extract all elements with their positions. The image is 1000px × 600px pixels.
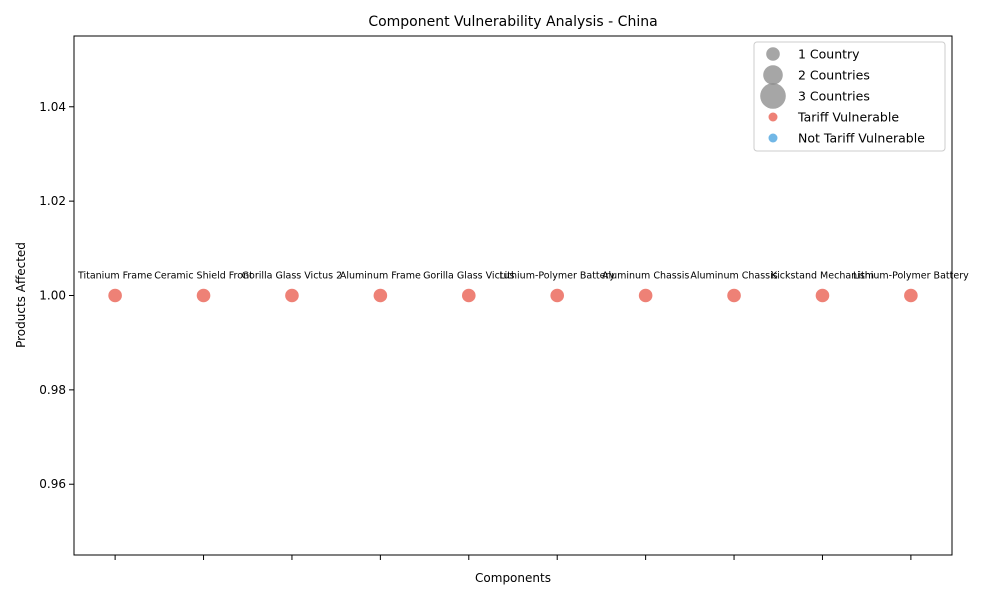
legend-marker-size [763,65,783,85]
point-label: Ceramic Shield Front [154,271,253,282]
point-label: Titanium Frame [77,271,152,282]
y-axis-title: Products Affected [14,242,28,348]
data-point [373,288,388,303]
point-label: Aluminum Frame [340,271,421,282]
plot-frame [73,35,953,556]
data-point [461,288,476,303]
chart-title: Component Vulnerability Analysis - China [368,14,657,30]
legend-label: 2 Countries [798,68,870,83]
legend: 1 Country 2 Countries 3 Countries Tariff Vu… [753,41,946,152]
y-tick-label: 1.02 [39,194,66,208]
point-label: Aluminum Chassis [602,271,689,282]
data-point [108,288,122,303]
data-point [727,288,741,303]
data-point [196,288,211,303]
point-label: Kickstand Mechanism [771,271,874,282]
legend-marker-size [766,47,780,61]
data-point [638,288,653,303]
legend-label: 1 Country [798,47,860,62]
data-point [285,288,299,303]
y-tick-label: 1.00 [39,289,66,303]
plot-area: 0.96 0.98 1.00 1.02 1.04 Titanium Frame Cerami… [39,35,969,560]
point-label: Lithium-Polymer Battery [499,271,615,282]
y-tick-label: 1.04 [39,100,66,114]
point-label: Gorilla Glass Victus [423,271,514,282]
legend-marker-color [768,112,778,122]
point-label: Gorilla Glass Victus 2 [242,271,343,282]
data-point [550,288,565,303]
data-point [904,288,918,303]
x-axis-title: Components [475,571,551,585]
y-tick-label: 0.98 [39,383,66,397]
point-label: Lithium-Polymer Battery [853,271,969,282]
legend-label: Not Tariff Vulnerable [798,131,925,146]
legend-marker-color [768,133,778,143]
data-point [815,288,830,303]
y-tick-label: 0.96 [39,477,66,491]
legend-box [753,41,946,152]
legend-label: 3 Countries [798,89,870,104]
point-label: Aluminum Chassis [690,271,777,282]
legend-label: Tariff Vulnerable [797,110,899,125]
legend-marker-size [760,83,786,109]
